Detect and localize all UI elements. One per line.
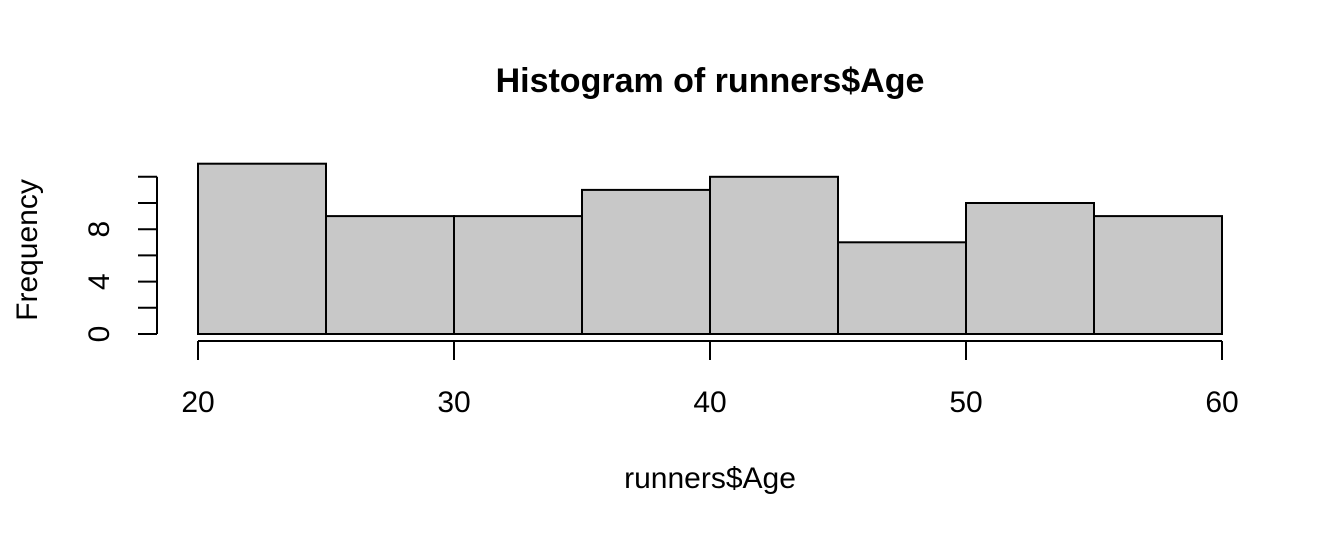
histogram-bar (581, 188, 711, 335)
histogram-bar (837, 241, 967, 335)
y-tick-label: 0 (83, 326, 116, 343)
y-tick-label: 8 (83, 221, 116, 238)
x-tick-label: 50 (949, 386, 982, 419)
y-axis: 0 4 8 (83, 175, 158, 343)
x-tick-label: 60 (1205, 386, 1238, 419)
histogram-bar (325, 215, 455, 336)
x-tick-label: 20 (181, 386, 214, 419)
histogram-bar (1093, 215, 1223, 336)
histogram-bar (453, 215, 583, 336)
x-tick-label: 40 (693, 386, 726, 419)
y-tick-label: 4 (83, 273, 116, 290)
x-axis-label: runners$Age (624, 462, 796, 495)
histogram-bar (965, 202, 1095, 335)
bars-group (197, 162, 1223, 336)
x-tick-label: 30 (437, 386, 470, 419)
histogram-bar (709, 175, 839, 335)
x-axis: 20 30 40 50 60 (181, 340, 1239, 419)
chart-title: Histogram of runners$Age (496, 62, 925, 100)
y-axis-label: Frequency (11, 179, 44, 321)
histogram-bar (197, 162, 327, 335)
